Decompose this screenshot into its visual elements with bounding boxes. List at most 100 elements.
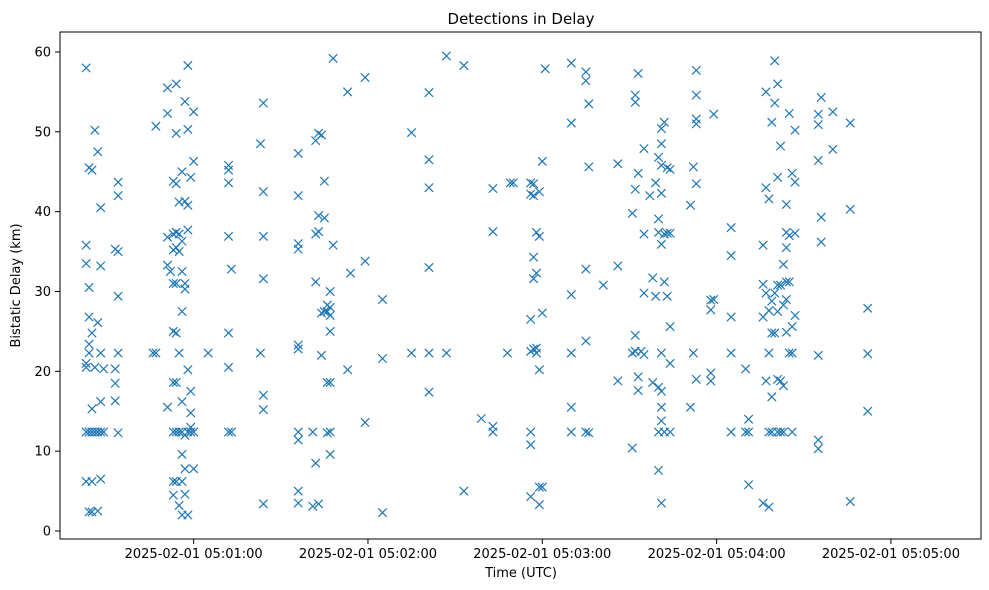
data-point — [180, 196, 190, 206]
data-point — [313, 226, 324, 237]
data-point — [656, 239, 667, 250]
data-point — [534, 500, 545, 510]
y-axis: 0 10 20 30 40 50 60 — [34, 45, 60, 540]
data-point — [171, 179, 181, 189]
data-point — [665, 228, 675, 238]
data-point — [325, 377, 335, 388]
data-point — [93, 147, 103, 157]
data-point — [581, 264, 591, 274]
data-point — [778, 259, 789, 269]
data-point — [770, 98, 780, 108]
data-point — [171, 278, 181, 289]
data-point — [662, 291, 672, 301]
data-point — [177, 167, 187, 177]
data-point — [534, 187, 545, 197]
data-point — [726, 348, 736, 358]
data-point — [316, 130, 327, 140]
data-point — [162, 108, 173, 119]
data-point — [459, 60, 469, 71]
data-point — [645, 191, 655, 201]
data-point — [98, 364, 109, 374]
data-point — [293, 435, 303, 445]
data-point — [319, 213, 330, 223]
data-point — [113, 291, 123, 301]
data-point — [613, 159, 623, 169]
data-point — [787, 321, 797, 332]
data-point — [87, 404, 97, 414]
data-point — [87, 328, 97, 338]
data-point — [630, 330, 640, 341]
data-point — [767, 328, 777, 338]
data-point — [226, 427, 237, 437]
data-point — [171, 328, 181, 338]
data-point — [343, 365, 353, 375]
x-axis: 2025-02-01 05:01:00 2025-02-01 05:02:00 20… — [125, 539, 960, 562]
data-point — [764, 348, 774, 358]
data-point — [93, 318, 103, 328]
data-point — [174, 348, 184, 358]
data-point — [764, 427, 774, 437]
data-point — [308, 427, 318, 437]
data-point — [180, 464, 190, 474]
data-point — [526, 427, 536, 437]
data-point — [186, 386, 196, 396]
data-point — [424, 155, 434, 165]
data-point — [177, 236, 187, 246]
data-point — [113, 191, 123, 201]
data-point — [168, 490, 178, 500]
data-point — [784, 348, 794, 358]
data-point — [84, 339, 94, 349]
data-point — [709, 109, 719, 119]
data-point — [741, 364, 751, 374]
data-point — [316, 308, 327, 318]
data-point — [258, 98, 268, 108]
data-point — [96, 474, 106, 484]
data-point — [685, 402, 696, 412]
data-point — [293, 427, 303, 437]
data-point — [313, 211, 324, 221]
data-point — [325, 286, 335, 297]
data-point — [183, 365, 193, 375]
data-point — [96, 427, 106, 437]
data-point — [743, 480, 754, 490]
data-point — [189, 107, 199, 117]
data-point — [863, 406, 873, 416]
data-point — [488, 226, 498, 237]
data-point — [325, 427, 335, 437]
chart-title: Detections in Delay — [448, 10, 595, 28]
y-tick-label: 10 — [34, 445, 51, 460]
data-point — [767, 117, 777, 127]
data-point — [328, 240, 338, 250]
y-tick-label: 20 — [34, 365, 51, 380]
y-tick-label: 30 — [34, 285, 51, 300]
data-point — [813, 119, 823, 130]
data-point — [526, 189, 536, 199]
data-point — [639, 143, 649, 154]
data-point — [743, 427, 754, 437]
data-point — [790, 125, 800, 135]
data-point — [770, 288, 780, 298]
data-point — [790, 310, 800, 321]
data-point — [566, 58, 576, 68]
data-point — [81, 358, 91, 368]
data-point — [659, 117, 669, 127]
data-point — [691, 374, 701, 384]
data-point — [665, 164, 675, 174]
data-point — [311, 458, 321, 468]
data-point — [528, 344, 539, 354]
data-point — [584, 162, 594, 172]
data-point — [709, 294, 719, 305]
data-point — [255, 348, 266, 358]
data-point — [328, 53, 338, 63]
data-point — [189, 427, 199, 437]
data-point — [424, 387, 434, 397]
data-point — [81, 63, 91, 73]
data-point — [761, 288, 771, 298]
data-point — [656, 123, 667, 134]
data-point — [630, 184, 640, 194]
data-point — [656, 402, 667, 412]
data-point — [764, 502, 774, 512]
data-point — [627, 443, 637, 453]
data-point — [90, 362, 100, 372]
data-point — [174, 427, 184, 437]
